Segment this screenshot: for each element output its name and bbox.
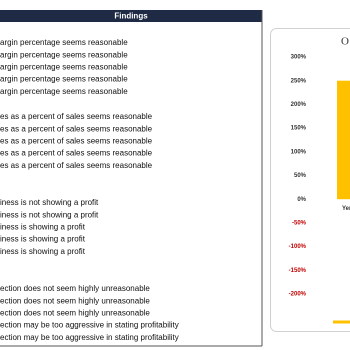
finding-line: es as a percent of sales seems reasonabl… <box>0 124 153 133</box>
y-tick-label: -50% <box>292 220 307 226</box>
chart-title: O <box>341 36 349 48</box>
finding-line: ection does not seem highly unreasonable <box>0 284 150 293</box>
y-tick-label: -150% <box>289 268 307 274</box>
finding-line: iness is not showing a profit <box>0 198 99 207</box>
finding-line: argin percentage seems reasonable <box>0 75 128 84</box>
finding-line: iness is showing a profit <box>0 247 86 256</box>
y-tick-label: -100% <box>289 244 307 250</box>
finding-line: iness is showing a profit <box>0 223 86 232</box>
finding-line: ection does not seem highly unreasonable <box>0 296 150 305</box>
finding-line: argin percentage seems reasonable <box>0 87 128 96</box>
finding-line: es as a percent of sales seems reasonabl… <box>0 137 153 146</box>
finding-line: es as a percent of sales seems reasonabl… <box>0 149 153 158</box>
y-tick-label: 100% <box>291 149 307 155</box>
findings-header <box>0 10 262 22</box>
y-tick-label: 200% <box>291 102 307 108</box>
finding-line: es as a percent of sales seems reasonabl… <box>0 112 153 121</box>
findings-title: Findings <box>114 12 148 21</box>
y-tick-label: 150% <box>291 126 307 132</box>
finding-line: iness is not showing a profit <box>0 210 99 219</box>
finding-line: ection may be too aggressive in stating … <box>0 333 179 342</box>
finding-line: ection does not seem highly unreasonable <box>0 309 150 318</box>
chart-area <box>270 28 350 332</box>
finding-line: es as a percent of sales seems reasonabl… <box>0 161 153 170</box>
finding-line: ection may be too aggressive in stating … <box>0 321 179 330</box>
x-tick-label: Yer <box>342 206 350 212</box>
y-tick-label: 0% <box>297 197 306 203</box>
y-tick-label: 250% <box>291 78 307 84</box>
finding-line: argin percentage seems reasonable <box>0 50 128 59</box>
finding-line: argin percentage seems reasonable <box>0 63 128 72</box>
y-tick-label: 300% <box>291 55 307 61</box>
finding-line: iness is showing a profit <box>0 235 86 244</box>
y-tick-label: -200% <box>289 292 307 298</box>
y-tick-label: 50% <box>294 173 307 179</box>
bar <box>337 80 350 200</box>
finding-line: argin percentage seems reasonable <box>0 38 128 47</box>
